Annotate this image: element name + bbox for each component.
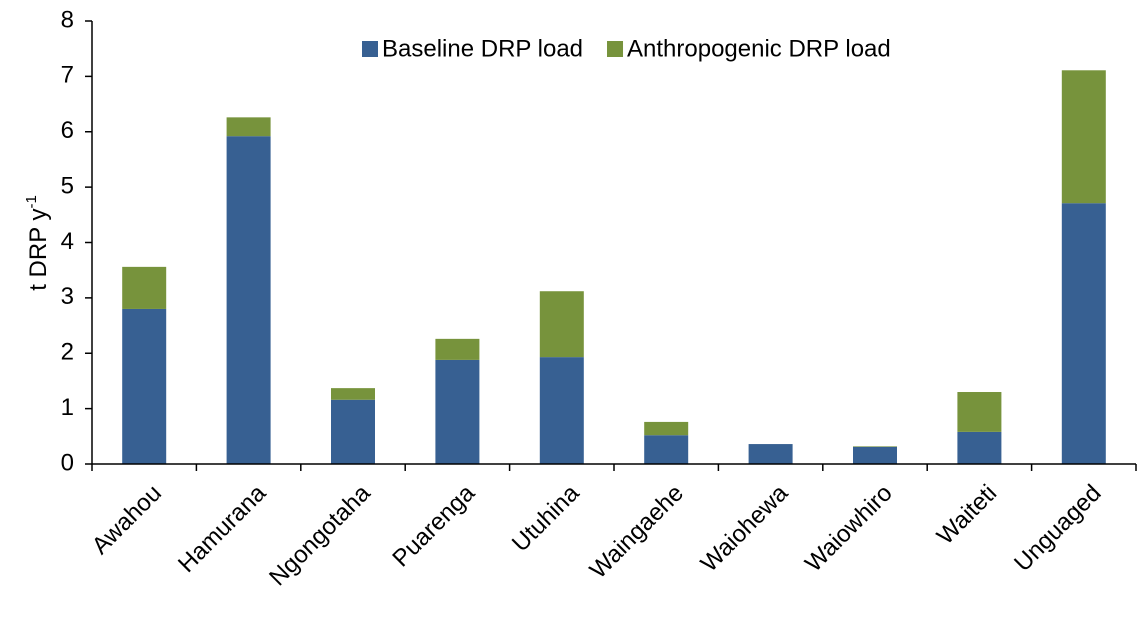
bar-segment bbox=[853, 446, 897, 447]
legend-label: Anthropogenic DRP load bbox=[627, 35, 891, 62]
bar-segment bbox=[122, 308, 167, 464]
bar-segment bbox=[644, 421, 689, 436]
x-tick-label: Awahou bbox=[87, 480, 167, 560]
y-tick-label: 6 bbox=[61, 117, 74, 144]
bar-segment bbox=[957, 392, 1002, 432]
bar-segment bbox=[539, 357, 584, 464]
y-tick-label: 5 bbox=[61, 172, 74, 199]
y-axis-label: t DRP y-1 bbox=[23, 195, 52, 291]
x-tick-label: Utuhina bbox=[507, 479, 585, 557]
x-tick-label: Unguaged bbox=[1009, 480, 1106, 577]
x-tick-label: Hamurana bbox=[173, 479, 272, 578]
bar-segment bbox=[1061, 70, 1106, 204]
y-tick-label: 1 bbox=[61, 394, 74, 421]
bar-segment bbox=[853, 446, 897, 464]
y-tick-label: 4 bbox=[61, 228, 74, 255]
bar-segment bbox=[644, 435, 689, 464]
bar-segment bbox=[122, 266, 167, 309]
x-tick-label: Ngongotaha bbox=[264, 479, 376, 591]
legend-swatch bbox=[362, 41, 378, 57]
bar-segment bbox=[957, 431, 1002, 464]
y-tick-label: 7 bbox=[61, 62, 74, 89]
bar-segment bbox=[226, 117, 271, 137]
y-tick-label: 3 bbox=[61, 283, 74, 310]
bar-segment bbox=[539, 291, 584, 358]
y-tick-label: 8 bbox=[61, 6, 74, 33]
bar-segment bbox=[1061, 203, 1106, 464]
bar-segment bbox=[331, 388, 375, 400]
legend-label: Baseline DRP load bbox=[382, 35, 583, 62]
bar-segment bbox=[435, 359, 480, 464]
x-tick-label: Puarenga bbox=[387, 479, 480, 572]
bar-segment bbox=[435, 338, 480, 360]
bar-segment bbox=[331, 399, 375, 464]
bar-segment bbox=[748, 444, 793, 464]
x-tick-label: Waiohewa bbox=[696, 479, 794, 577]
x-tick-label: Waiowhiro bbox=[800, 480, 898, 578]
legend-swatch bbox=[607, 41, 624, 57]
y-tick-label: 2 bbox=[61, 339, 74, 366]
bar-segment bbox=[226, 136, 271, 464]
x-tick-label: Waiteti bbox=[932, 480, 1002, 550]
x-tick-label: Waingaehe bbox=[585, 480, 689, 584]
y-tick-label: 0 bbox=[61, 449, 74, 476]
